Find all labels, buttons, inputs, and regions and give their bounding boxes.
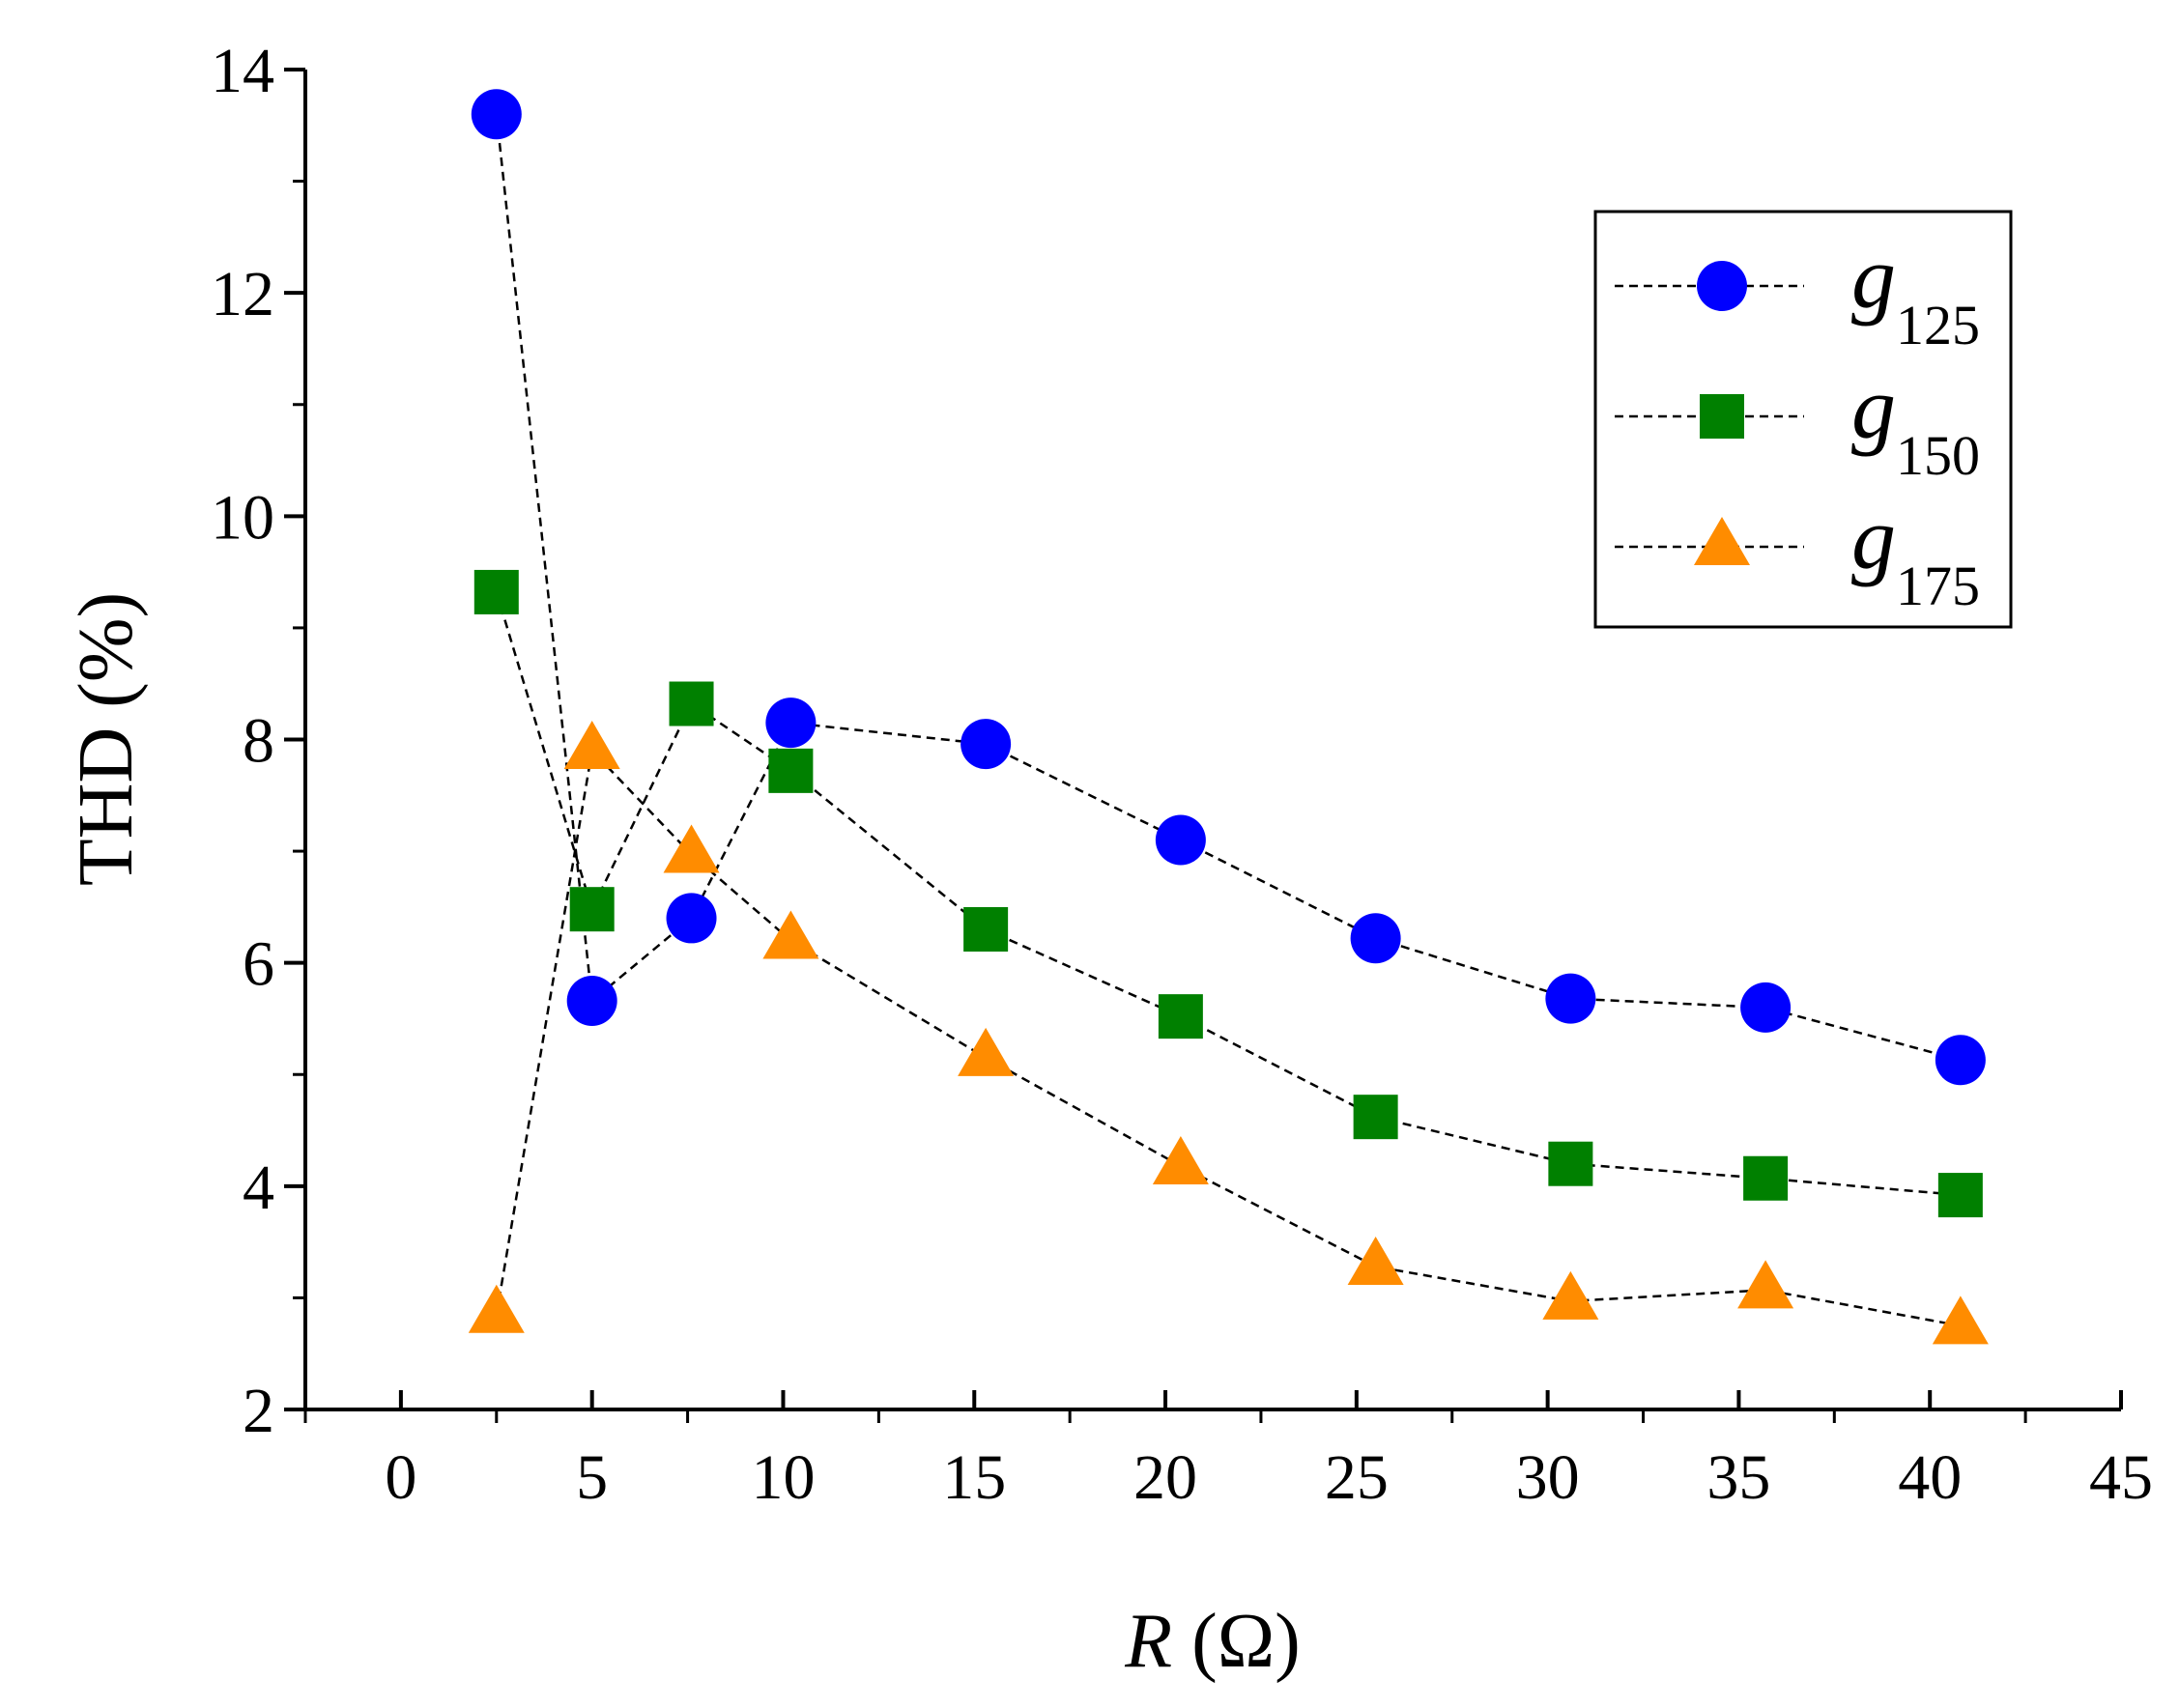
series-layer: [468, 89, 1989, 1345]
data-point-g125: [1740, 982, 1792, 1033]
data-point-g175: [958, 1027, 1015, 1076]
x-tick-label: 25: [1325, 1442, 1389, 1513]
data-point-g150: [1353, 1095, 1398, 1140]
x-tick-labels: 0 5 10 15 20 25 30 35 40 45: [385, 1442, 2153, 1513]
x-axis-title: R (Ω): [1124, 1599, 1301, 1684]
data-point-g175: [1347, 1237, 1404, 1286]
data-point-g150: [569, 887, 615, 932]
x-ticks: [303, 1390, 2123, 1423]
y-axis-title: THD (%): [64, 592, 149, 886]
data-point-g150: [1548, 1141, 1593, 1186]
data-point-g125: [566, 975, 617, 1026]
series-g150: [473, 569, 1983, 1218]
x-tick-label: 40: [1898, 1442, 1962, 1513]
x-axis-title-variable: R: [1124, 1599, 1172, 1684]
legend-label-main: g: [1851, 358, 1896, 457]
x-tick-label: 5: [576, 1442, 608, 1513]
data-point-g175: [1152, 1136, 1209, 1185]
series-line-g175: [495, 748, 1962, 1327]
data-point-g125: [1155, 814, 1206, 866]
data-point-g150: [473, 569, 519, 614]
x-tick-label: 35: [1706, 1442, 1770, 1513]
y-tick-label: 4: [243, 1153, 274, 1223]
legend-entry-g150: g150: [1615, 358, 1980, 487]
data-point-g150: [1937, 1173, 1983, 1218]
legend-entry-g175: g175: [1615, 489, 1980, 617]
legend-marker-g125: [1697, 261, 1747, 311]
y-tick-label: 6: [243, 929, 274, 1000]
data-point-g125: [471, 89, 522, 140]
data-point-g125: [765, 697, 817, 749]
data-point-g175: [1542, 1270, 1599, 1320]
legend-marker-g150: [1700, 394, 1744, 439]
data-point-g125: [666, 893, 717, 944]
data-point-g175: [563, 721, 620, 770]
x-tick-label: 45: [2089, 1442, 2153, 1513]
data-point-g175: [468, 1284, 525, 1333]
legend-label-sub: 125: [1896, 294, 1980, 356]
x-tick-label: 15: [942, 1442, 1006, 1513]
series-g175: [468, 721, 1989, 1345]
y-tick-label: 10: [211, 482, 274, 553]
legend-marker-g175: [1694, 517, 1750, 565]
legend-label-main: g: [1851, 489, 1896, 587]
data-point-g125: [960, 719, 1012, 770]
y-tick-label: 14: [211, 36, 274, 106]
series-g125: [471, 89, 1986, 1086]
data-point-g125: [1350, 913, 1401, 964]
data-point-g125: [1935, 1035, 1986, 1086]
legend-label: g125: [1851, 228, 1980, 356]
y-tick-label: 2: [243, 1376, 274, 1446]
data-point-g150: [768, 748, 814, 793]
legend-label: g175: [1851, 489, 1980, 617]
legend-label-sub: 175: [1896, 555, 1980, 617]
x-tick-label: 30: [1516, 1442, 1580, 1513]
data-point-g175: [762, 910, 819, 959]
series-line-g150: [495, 591, 1961, 1197]
data-point-g125: [1545, 973, 1596, 1024]
x-axis-title-unit: (Ω): [1172, 1599, 1301, 1684]
legend-label-sub: 150: [1896, 424, 1980, 487]
x-tick-label: 0: [385, 1442, 416, 1513]
y-tick-label: 12: [211, 259, 274, 329]
y-tick-labels: 2 4 6 8 10 12 14: [211, 36, 274, 1446]
data-point-g150: [1743, 1155, 1789, 1201]
data-point-g175: [1737, 1260, 1794, 1309]
data-point-g150: [669, 681, 714, 726]
data-point-g150: [963, 906, 1009, 952]
legend-entry-g125: g125: [1615, 228, 1980, 356]
legend-label-main: g: [1851, 228, 1896, 327]
data-point-g175: [1932, 1295, 1989, 1345]
axes: 0 5 10 15 20 25 30 35 40 45 2 4 6 8 10 12 14: [211, 36, 2153, 1513]
x-tick-label: 20: [1133, 1442, 1197, 1513]
x-tick-label: 10: [751, 1442, 815, 1513]
data-point-g175: [663, 824, 720, 873]
y-tick-label: 8: [243, 706, 274, 777]
data-point-g150: [1158, 994, 1203, 1039]
legend-label: g150: [1851, 358, 1980, 487]
legend-box: [1593, 210, 2013, 629]
y-ticks: [284, 68, 305, 1411]
